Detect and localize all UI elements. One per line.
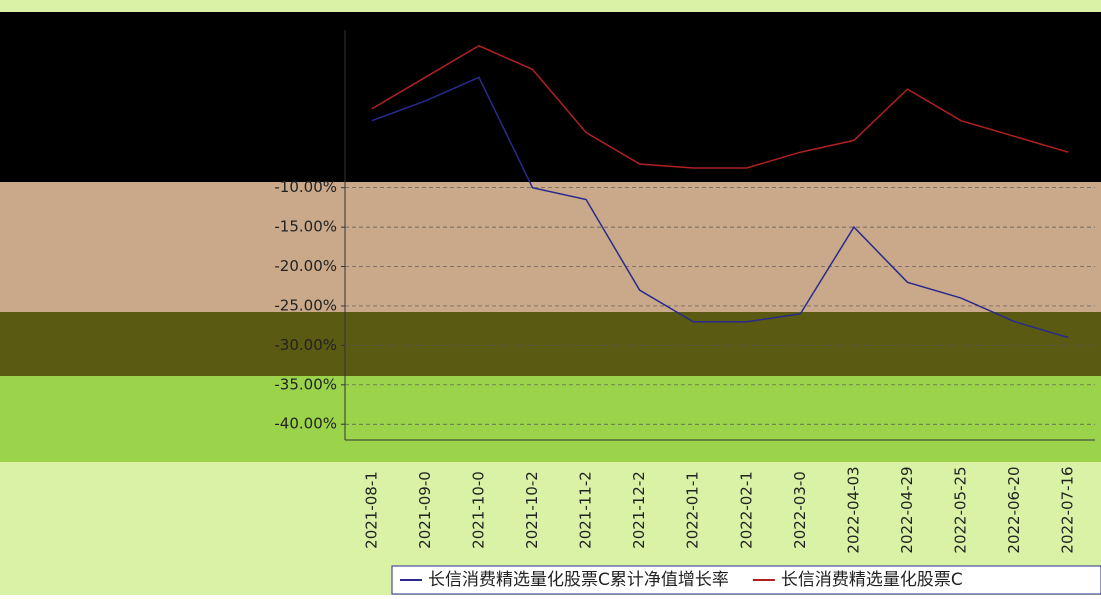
band-olive — [0, 312, 1101, 376]
y-tick-label: -40.00% — [274, 415, 337, 433]
y-tick-label: -30.00% — [274, 336, 337, 354]
x-tick-label: 2021-12-2 — [630, 471, 648, 549]
x-tick-label: 2021-10-2 — [523, 471, 541, 549]
y-tick-label: -20.00% — [274, 257, 337, 275]
y-tick-label: -25.00% — [274, 296, 337, 314]
x-tick-label: 2021-10-0 — [469, 471, 487, 549]
x-tick-label: 2022-01-1 — [684, 471, 702, 549]
x-tick-label: 2022-04-29 — [898, 466, 916, 553]
x-tick-label: 2021-11-2 — [577, 471, 595, 549]
x-tick-label: 2022-07-16 — [1059, 466, 1077, 553]
legend-box — [391, 565, 1101, 595]
band-dark — [0, 12, 1101, 182]
band-tan — [0, 182, 1101, 312]
x-tick-label: 2022-05-25 — [952, 466, 970, 553]
x-tick-label: 2021-08-1 — [362, 471, 380, 549]
y-tick-label: -10.00% — [274, 178, 337, 196]
x-tick-label: 2022-02-1 — [737, 471, 755, 549]
legend-label: 长信消费精选量化股票C — [781, 570, 963, 590]
x-tick-label: 2022-03-0 — [791, 471, 809, 549]
series-line — [371, 44, 1069, 169]
x-tick-label: 2022-06-20 — [1005, 466, 1023, 553]
x-tick-label: 2021-09-0 — [416, 471, 434, 549]
band-green — [0, 376, 1101, 462]
y-tick-label: -15.00% — [274, 218, 337, 236]
x-tick-label: 2022-04-03 — [844, 466, 862, 553]
series-line — [371, 76, 1069, 339]
y-tick-label: -35.00% — [274, 375, 337, 393]
legend-label: 长信消费精选量化股票C累计净值增长率 — [428, 570, 729, 590]
